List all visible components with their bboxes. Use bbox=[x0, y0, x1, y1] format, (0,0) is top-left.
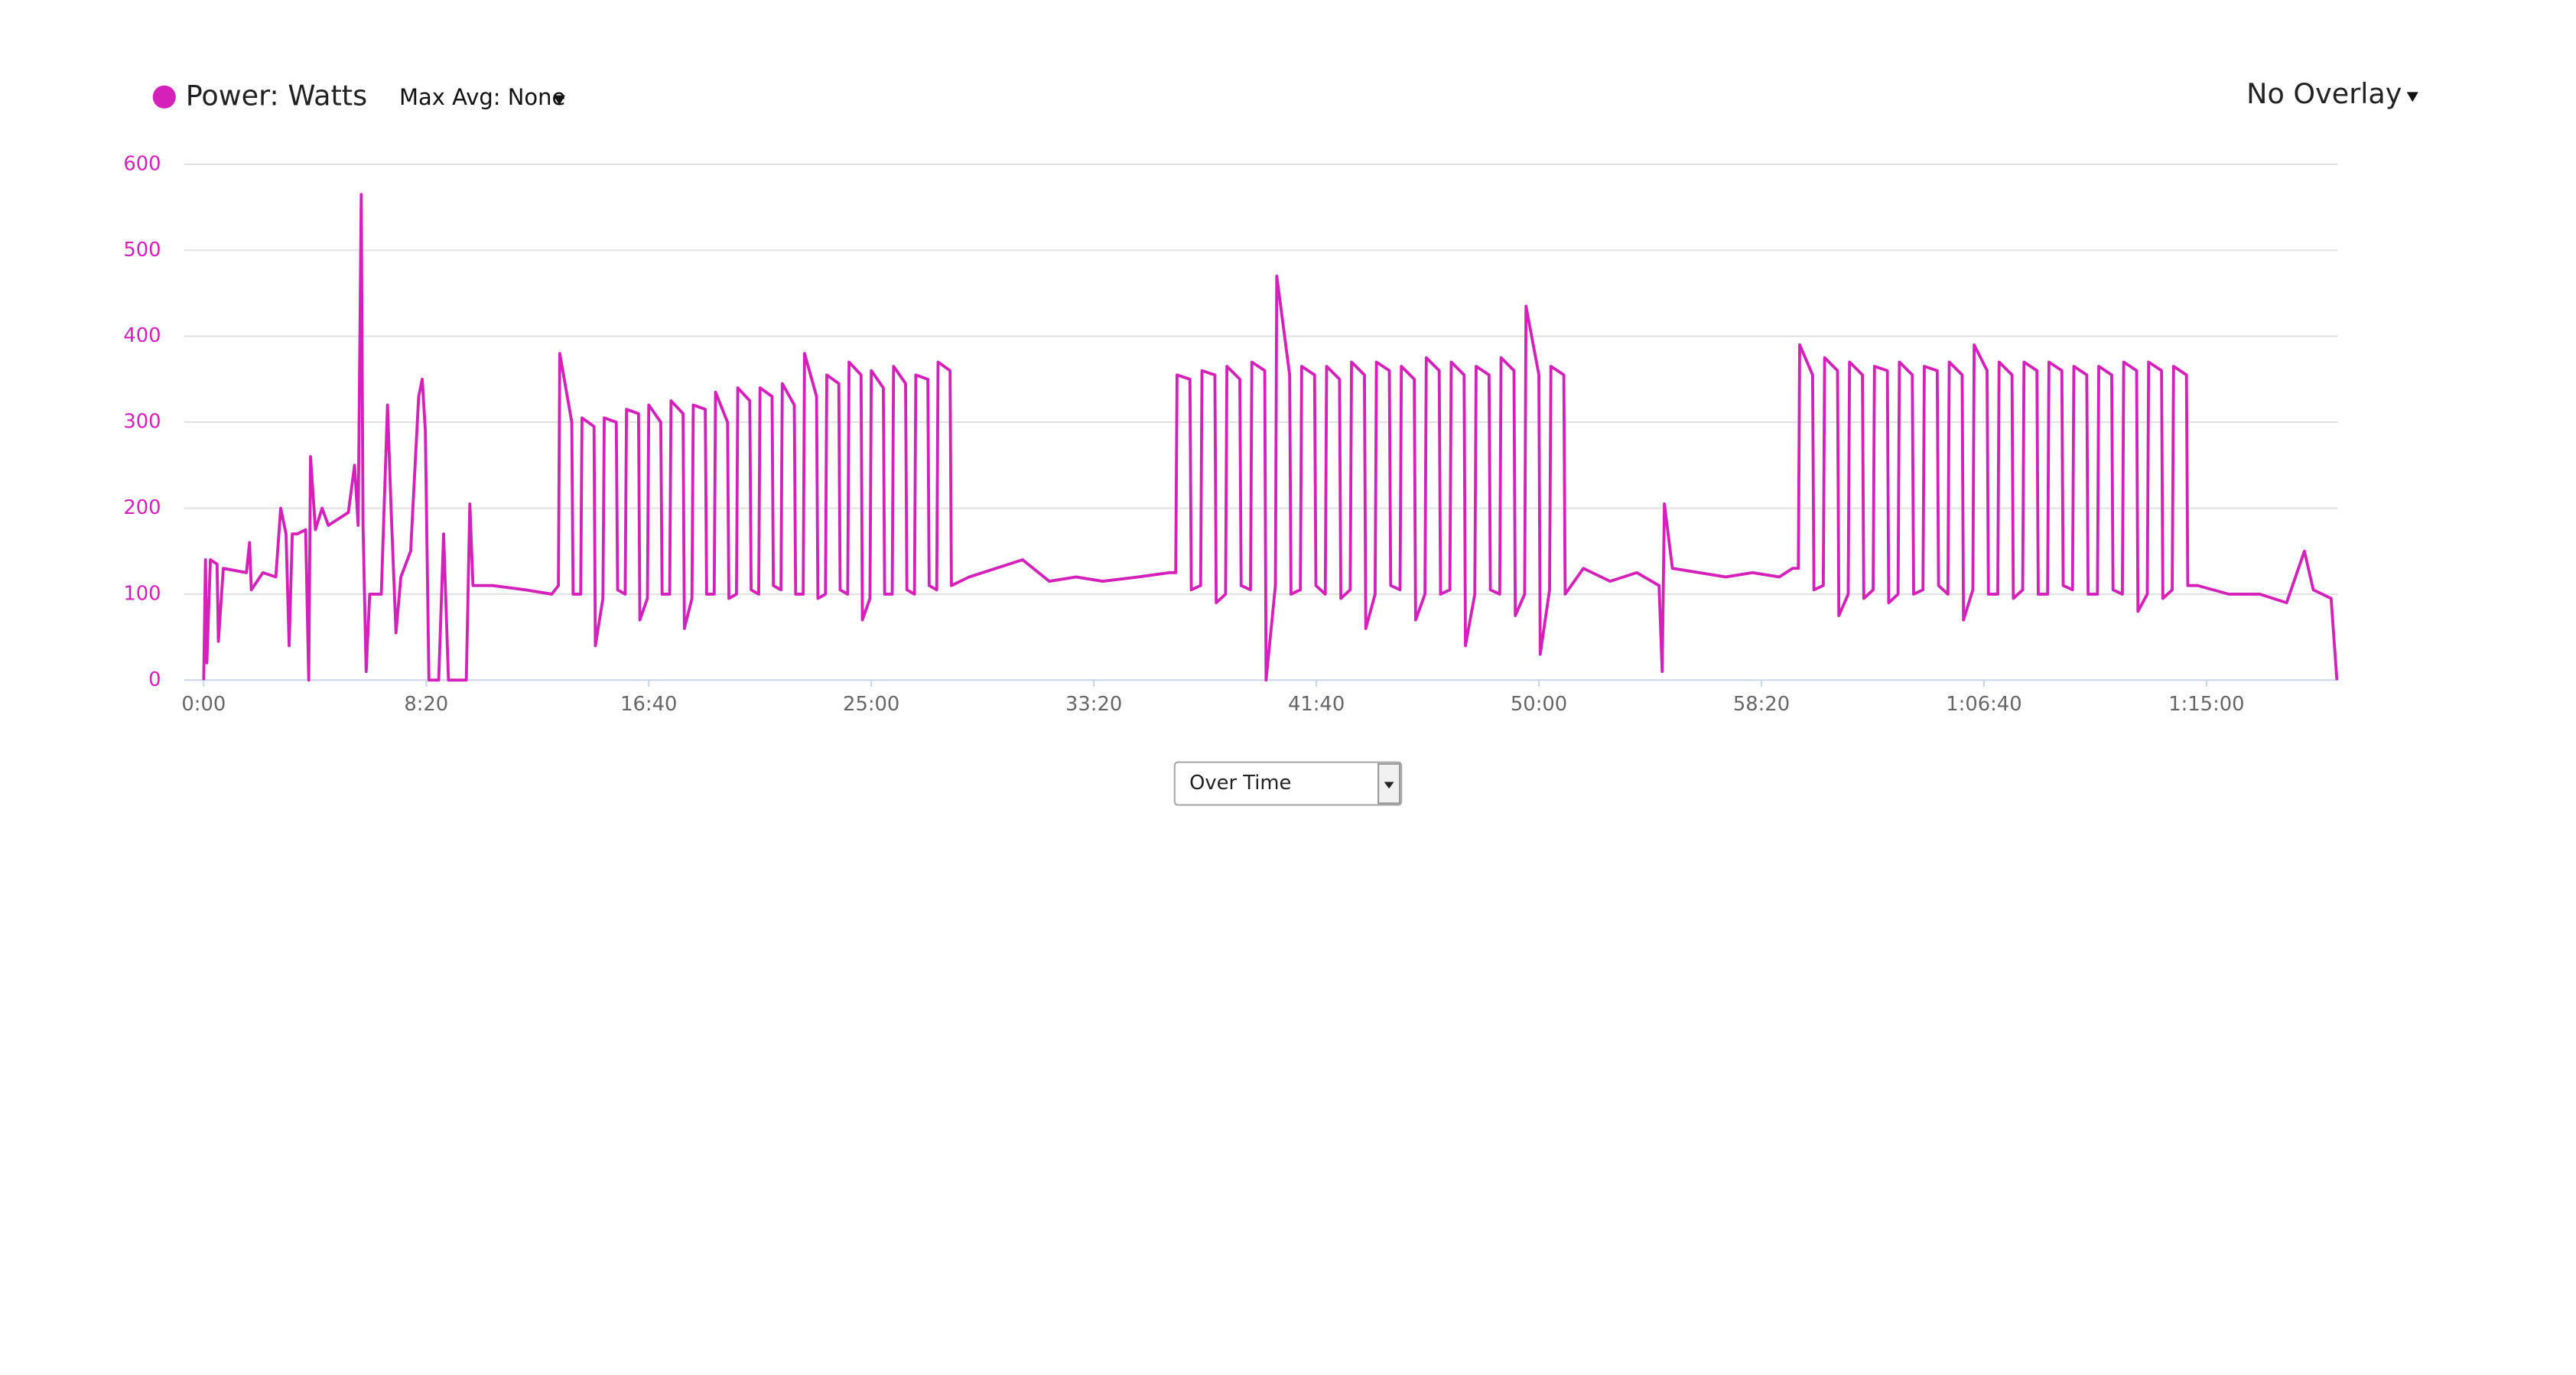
plot-area: 0 100 200 300 400 500 600 0:00 8:20 16:40 25:00 33:… bbox=[123, 152, 2339, 716]
overlay-dropdown[interactable]: No Overlay bbox=[2246, 77, 2418, 110]
x-tick-label: 0:00 bbox=[181, 693, 226, 716]
dropdown-arrow bbox=[553, 95, 565, 106]
x-tick-label: 1:15:00 bbox=[2168, 693, 2244, 716]
view-select[interactable]: Over Time bbox=[1173, 761, 1403, 806]
y-tick-label: 0 bbox=[148, 668, 161, 691]
x-tick-label: 1:06:40 bbox=[1946, 693, 2021, 716]
x-tick-label: 25:00 bbox=[843, 693, 899, 716]
x-tick-label: 58:20 bbox=[1733, 693, 1790, 716]
dropdown-arrow bbox=[2406, 92, 2418, 102]
x-tick-label: 8:20 bbox=[404, 693, 448, 716]
select-arrow bbox=[1384, 782, 1394, 789]
select-label[interactable]: Over Time bbox=[1189, 772, 1291, 795]
overlay-label[interactable]: No Overlay bbox=[2246, 77, 2402, 110]
y-tick-label: 500 bbox=[123, 239, 161, 262]
y-tick-label: 600 bbox=[123, 152, 161, 175]
x-tick-label: 16:40 bbox=[620, 693, 677, 716]
x-tick-label: 41:40 bbox=[1288, 693, 1345, 716]
max-avg-label[interactable]: Max Avg: None bbox=[399, 84, 565, 110]
legend-label: Power: Watts bbox=[186, 79, 367, 112]
legend-marker bbox=[152, 85, 176, 109]
power-line bbox=[202, 193, 2339, 682]
x-tick-label: 33:20 bbox=[1065, 693, 1122, 716]
y-tick-label: 200 bbox=[123, 496, 161, 519]
x-tick-label: 50:00 bbox=[1511, 693, 1567, 716]
max-avg-dropdown[interactable]: Max Avg: None bbox=[399, 84, 565, 110]
y-tick-label: 400 bbox=[123, 324, 161, 347]
y-tick-label: 300 bbox=[123, 411, 161, 434]
y-tick-label: 100 bbox=[123, 582, 161, 605]
select-box[interactable] bbox=[1173, 761, 1403, 806]
